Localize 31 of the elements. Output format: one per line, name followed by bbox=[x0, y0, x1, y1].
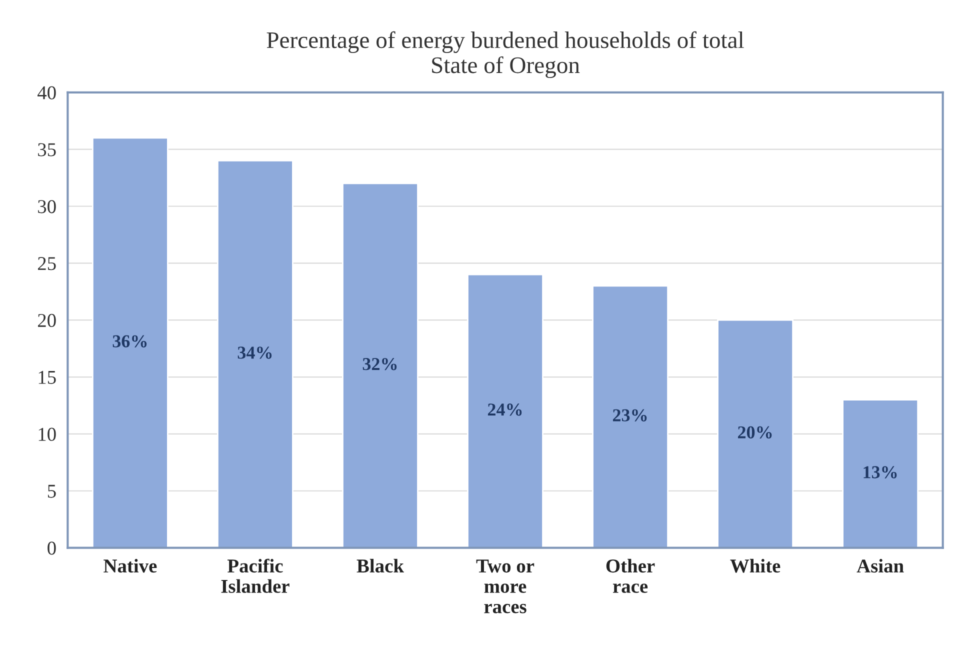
bar bbox=[842, 399, 919, 548]
y-tick-label: 5 bbox=[48, 484, 56, 498]
data-label: 24% bbox=[488, 404, 522, 416]
bar bbox=[342, 182, 418, 548]
data-label: 32% bbox=[362, 358, 397, 370]
y-tick-label: 20 bbox=[38, 314, 56, 328]
data-label: 20% bbox=[738, 426, 772, 439]
y-tick-label: 40 bbox=[38, 86, 56, 100]
bar bbox=[467, 274, 544, 548]
y-tick-label: 25 bbox=[38, 257, 56, 270]
y-tick-label: 35 bbox=[38, 143, 56, 156]
y-tick-label: 0 bbox=[48, 542, 56, 555]
data-label: 13% bbox=[864, 466, 897, 478]
y-tick-label: 30 bbox=[38, 200, 56, 214]
data-label: 36% bbox=[112, 335, 147, 348]
x-tick-label: Black bbox=[356, 558, 404, 573]
chart-title: Percentage of energy burdened households of total State of Oregon bbox=[266, 31, 744, 78]
x-tick-label: Two or more races bbox=[476, 560, 534, 614]
bar bbox=[92, 137, 168, 548]
x-tick-label: Native bbox=[104, 558, 157, 573]
bar bbox=[717, 319, 794, 548]
y-tick-label: 10 bbox=[38, 428, 56, 441]
y-tick-label: 15 bbox=[38, 370, 56, 384]
x-tick-label: Asian bbox=[856, 558, 904, 573]
bar bbox=[592, 285, 668, 548]
x-tick-label: White bbox=[730, 558, 780, 573]
x-tick-label: Other race bbox=[606, 558, 655, 593]
x-tick-label: Pacific Islander bbox=[221, 558, 290, 593]
data-label: 23% bbox=[612, 409, 647, 422]
bar bbox=[217, 160, 294, 548]
data-label: 34% bbox=[238, 346, 272, 359]
